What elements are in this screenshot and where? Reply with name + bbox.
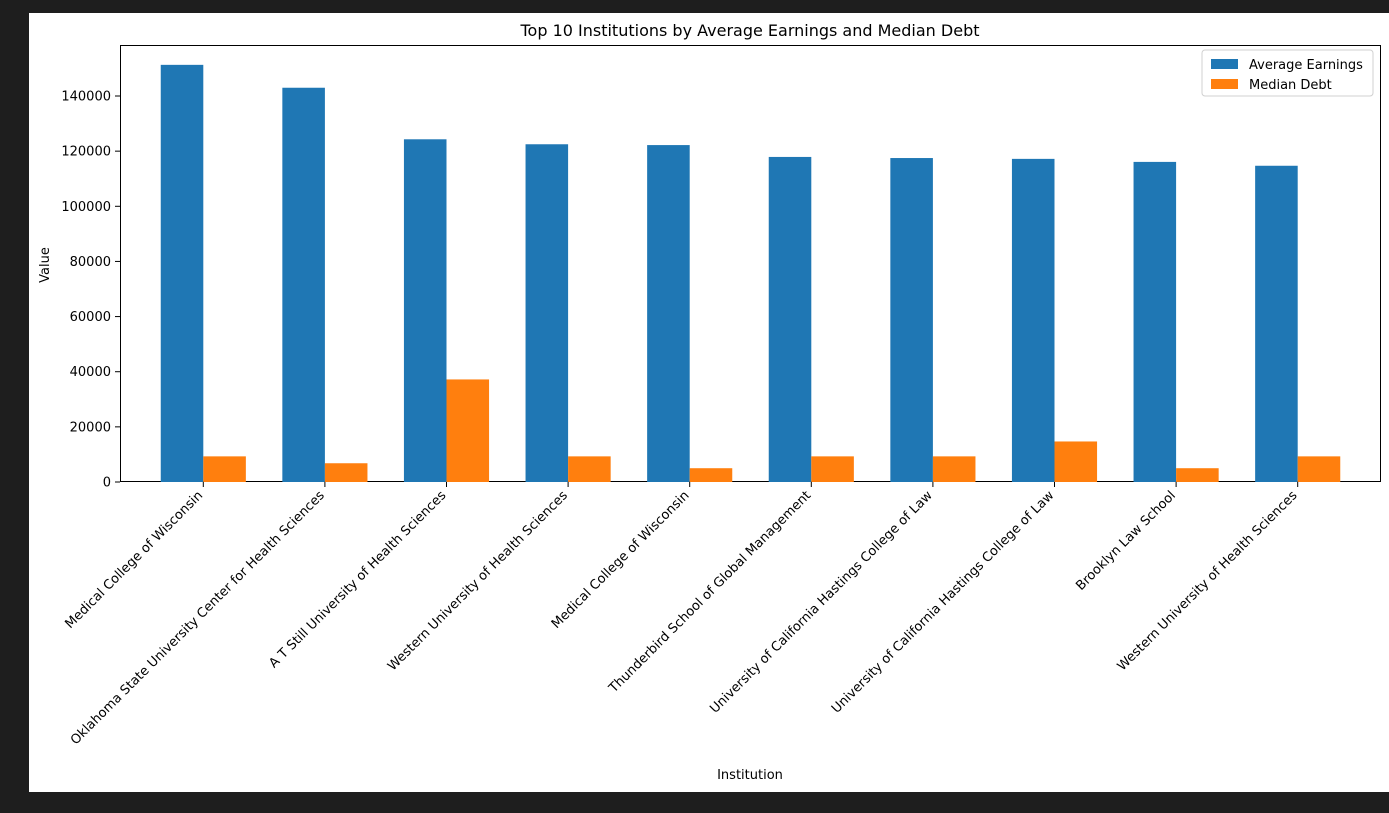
bar-median-debt-8	[1054, 441, 1098, 482]
chart-title: Top 10 Institutions by Average Earnings …	[519, 21, 979, 40]
chart-figure: Top 10 Institutions by Average Earnings …	[29, 13, 1389, 792]
plot-area	[120, 45, 1381, 482]
y-tick-label: 120000	[61, 145, 111, 160]
x-tick-label: University of California Hastings Colleg…	[829, 488, 1058, 717]
bar-median-debt-10	[1297, 456, 1341, 482]
y-axis: 0 20000 40000 60000 80000 100000 120000 140000	[61, 90, 120, 491]
x-axis-label: Institution	[717, 768, 783, 783]
bar-average-earnings-8	[1011, 158, 1055, 482]
x-tick-label: University of California Hastings Colleg…	[707, 488, 936, 717]
y-tick-label: 80000	[70, 255, 111, 270]
bar-average-earnings-10	[1255, 165, 1298, 482]
bar-average-earnings-6	[768, 156, 812, 482]
legend-label-median-debt: Median Debt	[1249, 78, 1332, 93]
bar-chart: Top 10 Institutions by Average Earnings …	[38, 21, 1381, 783]
bar-median-debt-2	[324, 463, 368, 482]
y-axis-label: Value	[38, 247, 53, 283]
bars	[160, 64, 1341, 483]
y-tick-label: 20000	[70, 420, 111, 435]
bar-average-earnings-3	[403, 139, 447, 482]
x-tick-label: Thunderbird School of Global Management	[606, 488, 814, 696]
legend-swatch-median-debt	[1211, 79, 1238, 89]
bar-median-debt-7	[932, 456, 976, 482]
bar-median-debt-9	[1176, 468, 1219, 482]
y-tick-label: 140000	[61, 90, 111, 105]
x-tick-label: Medical College of Wisconsin	[549, 488, 693, 632]
x-tick-label: Medical College of Wisconsin	[62, 488, 206, 632]
bar-median-debt-6	[811, 456, 854, 482]
x-tick-label: Oklahoma State University Center for Hea…	[68, 488, 328, 748]
legend: Average Earnings Median Debt	[1201, 49, 1374, 97]
y-tick-label: 40000	[70, 365, 111, 380]
bar-average-earnings-2	[282, 87, 325, 483]
y-tick-label: 60000	[70, 310, 111, 325]
bar-average-earnings-4	[525, 144, 569, 482]
bar-average-earnings-9	[1133, 161, 1177, 482]
legend-box	[1201, 49, 1374, 97]
y-tick-label: 100000	[61, 200, 111, 215]
bar-median-debt-1	[203, 456, 246, 482]
bar-median-debt-4	[568, 456, 611, 482]
y-tick-label: 0	[103, 476, 111, 491]
bar-average-earnings-1	[160, 64, 204, 482]
bar-median-debt-3	[446, 379, 490, 482]
bar-median-debt-5	[689, 468, 733, 482]
legend-swatch-average-earnings	[1211, 59, 1238, 69]
plot-frame	[120, 45, 1381, 482]
x-tick-label: Brooklyn Law School	[1073, 488, 1179, 594]
legend-label-average-earnings: Average Earnings	[1249, 58, 1363, 73]
bar-average-earnings-7	[890, 158, 933, 483]
bar-average-earnings-5	[647, 145, 690, 482]
